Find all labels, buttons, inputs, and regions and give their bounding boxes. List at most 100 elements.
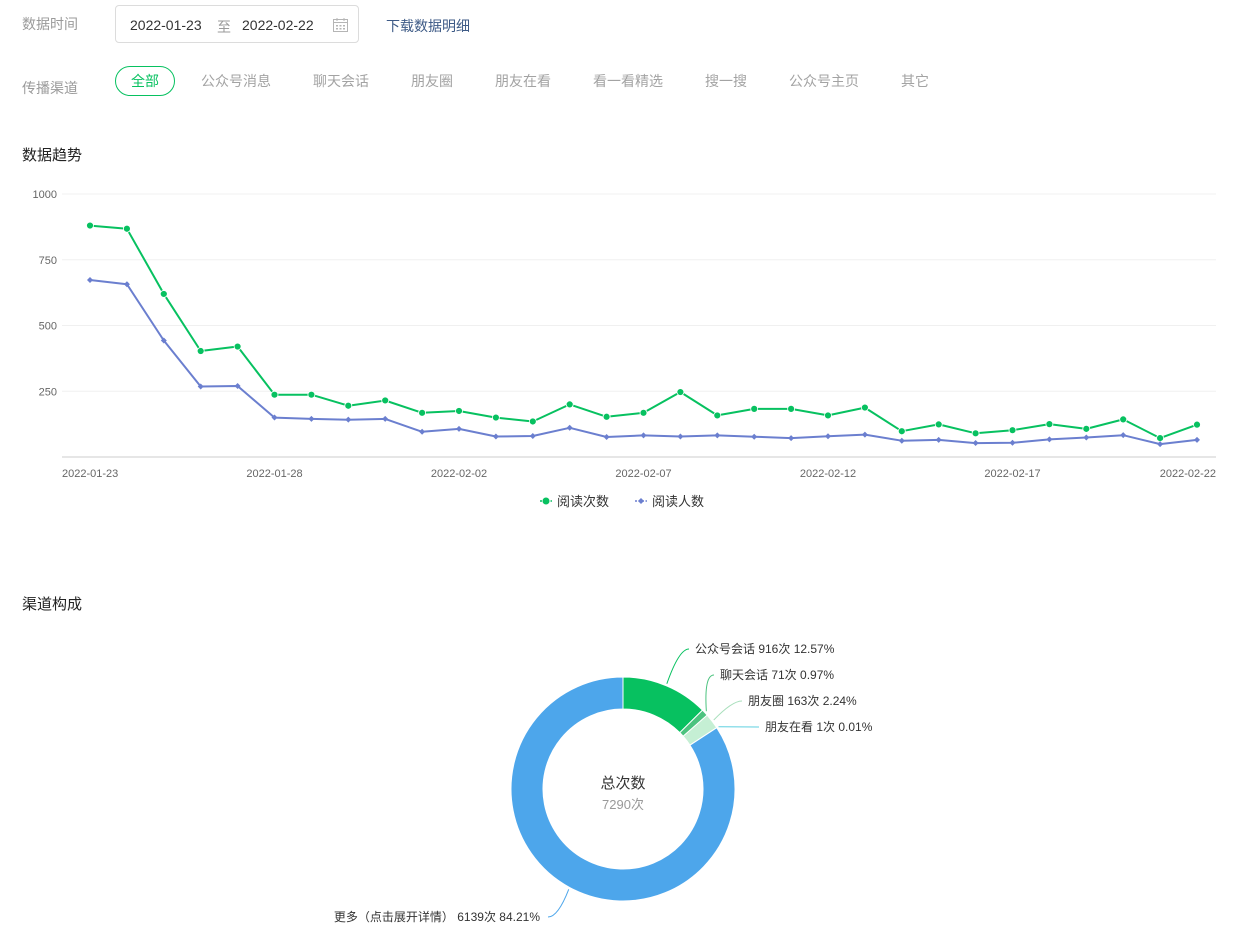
leader-line-2 bbox=[713, 700, 743, 721]
x-tick-label: 2022-02-12 bbox=[800, 468, 856, 480]
composition-section-title: 渠道构成 bbox=[22, 596, 83, 613]
legend-label: 阅读人数 bbox=[652, 494, 704, 509]
data-point bbox=[971, 429, 980, 438]
channel-tab-other[interactable]: 其它 bbox=[901, 73, 929, 89]
data-point bbox=[345, 416, 352, 423]
data-point bbox=[197, 383, 204, 390]
series-line-1 bbox=[89, 279, 1198, 446]
data-point bbox=[123, 224, 131, 233]
data-point bbox=[1119, 415, 1128, 424]
data-point bbox=[529, 432, 536, 439]
slice-label-2: 朋友圈 163次 2.24% bbox=[748, 694, 857, 708]
data-point bbox=[456, 425, 462, 432]
start-date[interactable]: 2022-01-23 bbox=[130, 17, 202, 33]
y-tick-label: 500 bbox=[39, 321, 57, 333]
data-point bbox=[1194, 436, 1200, 443]
data-point bbox=[751, 433, 758, 440]
data-point bbox=[196, 347, 205, 355]
data-point bbox=[1008, 426, 1017, 435]
data-point bbox=[87, 277, 93, 284]
slice-label-3: 朋友在看 1次 0.01% bbox=[765, 720, 873, 734]
data-point bbox=[602, 412, 611, 421]
channel-donut-chart: 公众号会话 916次 12.57% 聊天会话 71次 0.97% 朋友圈 163次 … bbox=[334, 642, 873, 924]
data-point bbox=[1120, 432, 1127, 439]
data-point bbox=[1082, 424, 1091, 433]
channel-filter-label: 传播渠道 bbox=[22, 80, 78, 96]
data-point bbox=[233, 342, 242, 351]
range-separator: 至 bbox=[217, 19, 231, 35]
data-point bbox=[825, 433, 831, 440]
channel-tab-top-stories[interactable]: 看一看精选 bbox=[593, 73, 663, 89]
leader-line-0 bbox=[666, 648, 690, 684]
slice-label-4: 更多（点击展开详情） 6139次 84.21% bbox=[334, 909, 540, 924]
trend-line-chart: 250 500 750 1000 2022-01-23 2022-01-28 2022-02… bbox=[33, 189, 1216, 509]
x-tick-label: 2022-02-02 bbox=[431, 468, 487, 480]
data-point bbox=[750, 404, 759, 413]
data-point bbox=[308, 415, 315, 422]
data-point bbox=[861, 431, 868, 438]
channel-tab-all[interactable]: 全部 bbox=[115, 66, 175, 96]
x-tick-label: 2022-02-07 bbox=[615, 468, 671, 480]
data-point bbox=[381, 396, 390, 405]
donut-center-value: 7290次 bbox=[602, 797, 644, 812]
data-point bbox=[160, 337, 167, 344]
data-point bbox=[528, 417, 537, 426]
data-point bbox=[234, 382, 241, 389]
data-point bbox=[307, 390, 316, 399]
data-point bbox=[824, 411, 832, 420]
data-point bbox=[898, 437, 905, 444]
data-point bbox=[1156, 434, 1164, 442]
slice-label-1: 聊天会话 71次 0.97% bbox=[720, 668, 834, 682]
series-line-0 bbox=[89, 224, 1198, 440]
end-date[interactable]: 2022-02-22 bbox=[242, 17, 314, 33]
legend-label: 阅读次数 bbox=[557, 494, 609, 509]
data-point bbox=[344, 401, 353, 410]
channel-tab-official-messages[interactable]: 公众号消息 bbox=[201, 73, 271, 89]
data-point bbox=[676, 388, 685, 396]
channel-tab-official-homepage[interactable]: 公众号主页 bbox=[789, 73, 859, 89]
channel-tab-friends-watching[interactable]: 朋友在看 bbox=[495, 73, 551, 89]
data-point bbox=[1046, 436, 1053, 443]
channel-tab-moments[interactable]: 朋友圈 bbox=[411, 73, 453, 89]
data-point bbox=[677, 433, 684, 440]
data-point bbox=[455, 407, 463, 415]
data-point bbox=[934, 420, 943, 429]
calendar-icon[interactable] bbox=[333, 18, 348, 32]
data-point bbox=[159, 290, 168, 298]
data-point bbox=[86, 221, 94, 230]
x-tick-label: 2022-01-28 bbox=[246, 468, 302, 480]
data-point bbox=[565, 400, 574, 409]
data-point bbox=[788, 435, 795, 442]
data-point bbox=[491, 413, 500, 422]
download-details-link[interactable]: 下载数据明细 bbox=[386, 18, 470, 34]
channel-tab-search[interactable]: 搜一搜 bbox=[705, 73, 747, 89]
channel-tab-chat[interactable]: 聊天会话 bbox=[313, 73, 369, 89]
data-point bbox=[1193, 420, 1201, 429]
donut-slice-4 bbox=[510, 676, 736, 902]
data-point bbox=[1045, 420, 1054, 429]
data-point bbox=[419, 428, 426, 435]
donut-center-title: 总次数 bbox=[600, 775, 645, 792]
data-point bbox=[639, 408, 648, 417]
trend-section-title: 数据趋势 bbox=[22, 147, 83, 164]
slice-label-0: 公众号会话 916次 12.57% bbox=[695, 642, 835, 656]
x-tick-label: 2022-01-23 bbox=[62, 468, 118, 480]
date-range-picker[interactable]: 2022-01-23 至 2022-02-22 bbox=[115, 5, 359, 43]
data-point bbox=[382, 415, 389, 422]
leader-line-1 bbox=[705, 674, 715, 712]
legend-marker bbox=[542, 497, 550, 505]
date-filter-label: 数据时间 bbox=[22, 16, 78, 32]
data-point bbox=[787, 404, 795, 413]
leader-line-4 bbox=[547, 889, 570, 918]
legend-marker bbox=[638, 498, 644, 504]
data-point bbox=[861, 403, 869, 412]
data-point bbox=[640, 432, 647, 439]
x-tick-label: 2022-02-17 bbox=[984, 468, 1040, 480]
y-tick-label: 750 bbox=[39, 255, 57, 267]
data-point bbox=[566, 424, 573, 431]
data-point bbox=[935, 436, 942, 443]
data-point bbox=[714, 432, 721, 439]
y-tick-label: 1000 bbox=[33, 189, 57, 201]
data-point bbox=[270, 390, 279, 399]
x-tick-label: 2022-02-22 bbox=[1160, 468, 1216, 480]
